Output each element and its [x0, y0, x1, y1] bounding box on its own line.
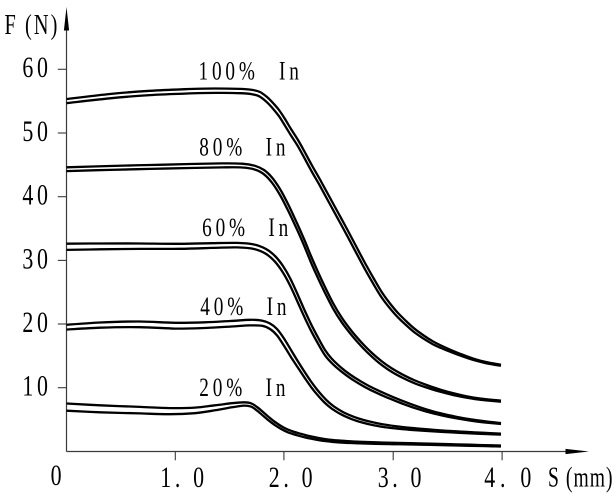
svg-text:60% In: 60% In — [202, 213, 292, 241]
svg-text:80% In: 80% In — [199, 133, 289, 161]
svg-text:1. 0: 1. 0 — [160, 461, 207, 494]
svg-text:4. 0: 4. 0 — [484, 461, 536, 494]
svg-text:30: 30 — [22, 242, 51, 275]
svg-text:0: 0 — [51, 459, 62, 492]
svg-text:3. 0: 3. 0 — [378, 461, 425, 494]
svg-text:2. 0: 2. 0 — [269, 461, 316, 494]
svg-text:40: 40 — [22, 178, 51, 211]
svg-text:100% In: 100% In — [199, 57, 303, 85]
svg-text:20: 20 — [22, 306, 51, 339]
svg-text:40% In: 40% In — [200, 292, 290, 320]
svg-text:F (N): F (N) — [5, 10, 60, 41]
svg-text:20% In: 20% In — [199, 373, 289, 401]
svg-text:S (mm): S (mm) — [548, 462, 614, 493]
svg-text:60: 60 — [22, 51, 51, 84]
svg-text:10: 10 — [22, 369, 51, 402]
svg-text:50: 50 — [22, 115, 51, 148]
